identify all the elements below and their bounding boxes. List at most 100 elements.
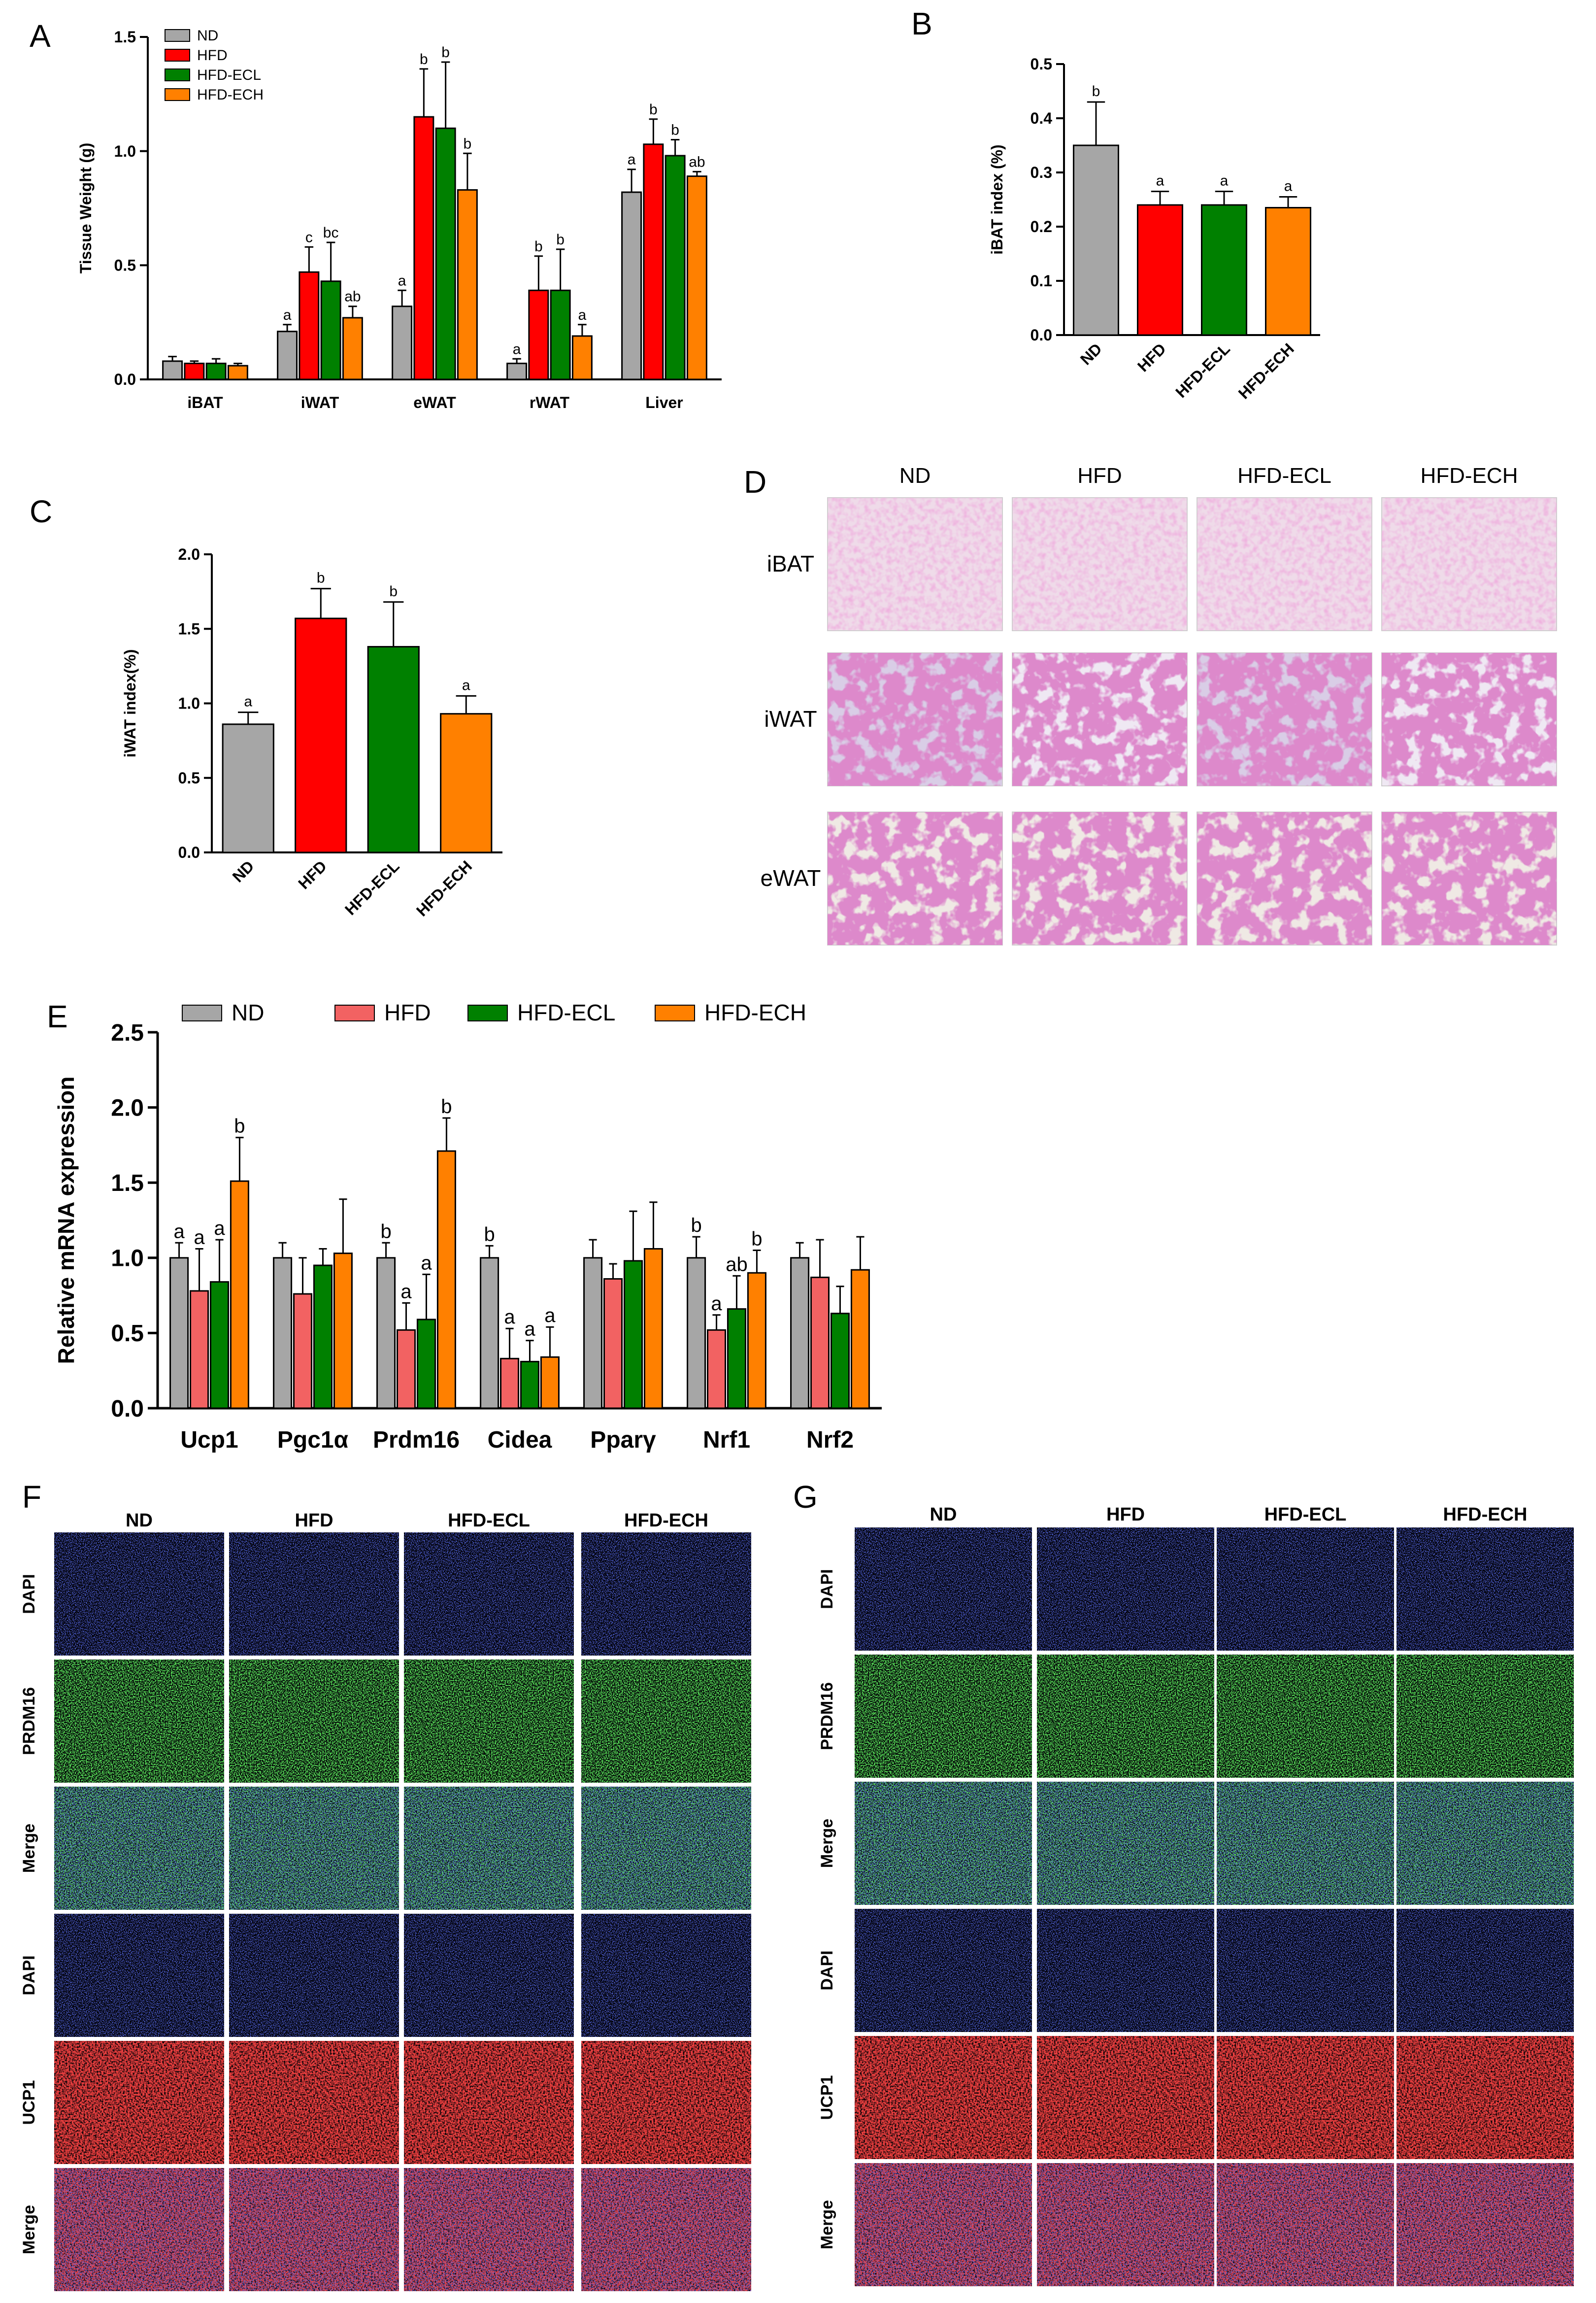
histology-texture — [1382, 812, 1557, 945]
y-tick-label: 0.5 — [1031, 55, 1052, 73]
significance-label: a — [400, 1281, 412, 1302]
fluorescence-signal — [229, 2041, 399, 2164]
bar-nd-ibat — [162, 360, 183, 380]
significance-label: a — [711, 1293, 722, 1315]
x-tick-label: Pgc1α — [277, 1427, 349, 1453]
x-tick-label: ND — [229, 857, 258, 885]
fluorescence-signal — [1396, 2036, 1574, 2159]
row-label: UCP1 — [818, 2075, 836, 2120]
fluorescence-signal — [1037, 2163, 1214, 2286]
bar-hfd-ecl-iwat — [320, 280, 341, 380]
bar-hfd-ech-pgc1α — [333, 1253, 353, 1409]
fluorescence-signal — [229, 1660, 399, 1783]
bar-nd-ewat — [392, 305, 413, 380]
x-tick-label: Nrf2 — [806, 1427, 854, 1453]
significance-label: a — [1284, 178, 1293, 195]
column-label: HFD-ECL — [1237, 464, 1331, 488]
y-axis-label: iWAT index(%) — [121, 649, 139, 758]
significance-label: b — [649, 102, 658, 118]
fluorescence-signal — [581, 1532, 751, 1656]
bar-nd-ucp1 — [169, 1257, 189, 1409]
histology-texture — [828, 653, 1002, 786]
bar-hfd-ech-nrf1 — [747, 1272, 766, 1409]
chart-c-iwat-index: 0.0 0.5 1.0 1.5 2.0 iWAT index(%) a ND b HFD b HFD-… — [121, 545, 502, 920]
fluorescence-signal — [54, 1787, 224, 1910]
legend-label: ND — [232, 1000, 264, 1025]
column-label: ND — [126, 1510, 153, 1531]
fluorescence-signal — [855, 1782, 1032, 1905]
y-tick-label: 0.0 — [178, 844, 200, 861]
y-tick-label: 0.3 — [1031, 164, 1052, 181]
row-label: DAPI — [818, 1950, 836, 1990]
histology-texture — [1012, 812, 1187, 945]
bar-hfd-nrf2 — [810, 1276, 830, 1409]
significance-label: a — [398, 272, 406, 289]
bar-nd-iwat — [277, 331, 298, 380]
fluorescence-signal — [1396, 1909, 1574, 2032]
legend-swatch — [165, 49, 190, 62]
row-label: UCP1 — [20, 2080, 38, 2125]
fluorescence-signal — [404, 2041, 574, 2164]
panel-letter-d: D — [744, 464, 766, 500]
x-tick-label: Nrf1 — [703, 1427, 750, 1453]
fluorescence-signal — [1037, 1655, 1214, 1778]
fluorescence-signal — [54, 1914, 224, 2037]
bar-hfd-cidea — [500, 1357, 520, 1409]
bar-hfd-ech-cidea — [540, 1356, 560, 1409]
legend-swatch — [165, 29, 190, 42]
y-tick-label: 0.5 — [114, 257, 136, 274]
significance-label: a — [524, 1319, 535, 1340]
bar-nd-nrf1 — [687, 1257, 706, 1409]
y-tick-label: 1.0 — [114, 142, 136, 160]
bar-hfd-ecl-ucp1 — [209, 1281, 229, 1409]
y-tick-label: 2.0 — [178, 545, 200, 563]
row-label: DAPI — [20, 1574, 38, 1614]
row-label: Merge — [20, 1824, 38, 1873]
bar-nd-rwat — [506, 363, 528, 380]
significance-label: c — [305, 229, 313, 245]
fluorescence-signal — [855, 1655, 1032, 1778]
histology-texture — [1012, 498, 1187, 631]
y-tick-label: 0.4 — [1031, 109, 1053, 127]
fluorescence-signal — [54, 1660, 224, 1783]
significance-label: b — [464, 135, 472, 152]
significance-label: b — [484, 1223, 495, 1245]
bar-nd-liver — [621, 191, 642, 380]
fluorescence-signal — [229, 1914, 399, 2037]
fluorescence-signal — [1217, 2163, 1394, 2286]
significance-label: a — [628, 152, 636, 168]
bar-hfd-ecl-ewat — [435, 127, 456, 380]
row-label: iBAT — [767, 551, 814, 576]
histology-texture — [1012, 653, 1187, 786]
y-tick-label: 1.0 — [111, 1246, 144, 1272]
y-tick-label: 0.1 — [1031, 272, 1052, 290]
column-label: HFD-ECH — [1443, 1504, 1528, 1525]
legend-swatch — [182, 1005, 222, 1021]
row-label: Merge — [818, 2200, 836, 2249]
legend-swatch — [334, 1005, 375, 1021]
significance-label: b — [556, 232, 565, 248]
fluorescence-signal — [404, 2168, 574, 2291]
legend-swatch — [655, 1005, 695, 1021]
column-label: HFD — [1077, 464, 1122, 488]
bar-hfd-ecl-ibat — [205, 363, 227, 380]
bar-hfd-pparγ — [603, 1278, 623, 1409]
x-tick-label: Pparγ — [590, 1427, 656, 1453]
fluorescence-signal — [54, 1532, 224, 1656]
significance-label: a — [194, 1226, 205, 1248]
row-label: eWAT — [761, 865, 821, 891]
bar-hfd-ecl-cidea — [520, 1360, 539, 1409]
significance-label: ab — [689, 154, 705, 170]
legend-swatch — [467, 1005, 508, 1021]
fluorescence-signal — [229, 1532, 399, 1656]
fluorescence-signal — [1396, 1527, 1574, 1651]
column-label: HFD-ECH — [1421, 464, 1518, 488]
significance-label: b — [671, 122, 679, 138]
x-tick-label: HFD-ECH — [1235, 339, 1297, 402]
x-tick-label: HFD-ECL — [341, 857, 403, 918]
bar-hfd-ech-liver — [686, 175, 707, 380]
bar-hfd-prdm16 — [397, 1329, 416, 1409]
histology-texture — [1197, 653, 1372, 786]
